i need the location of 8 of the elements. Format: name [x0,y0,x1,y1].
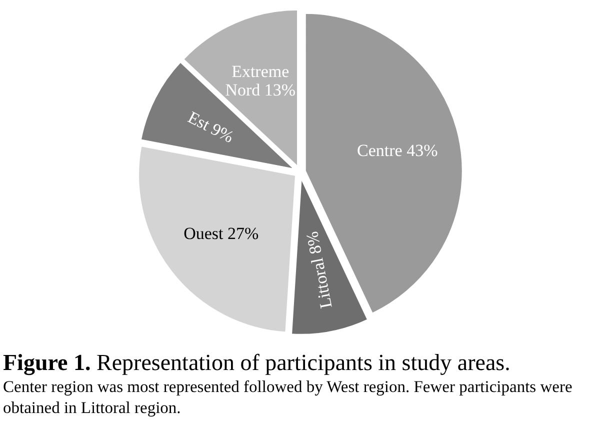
slice-label: Est 9% [184,108,237,147]
slice-label: Ouest 27% [184,224,259,244]
slice-label: Littoral 8% [302,230,336,310]
text: Center region was most represented followed by West region. Fewer participants were obtained in Littoral region. [3,377,572,417]
slice-label: Extreme Nord 13% [225,62,296,100]
slice-label: Centre 43% [357,141,438,160]
text: Figure 1. [3,350,91,376]
text: Representation of participants in study areas. [96,350,510,375]
